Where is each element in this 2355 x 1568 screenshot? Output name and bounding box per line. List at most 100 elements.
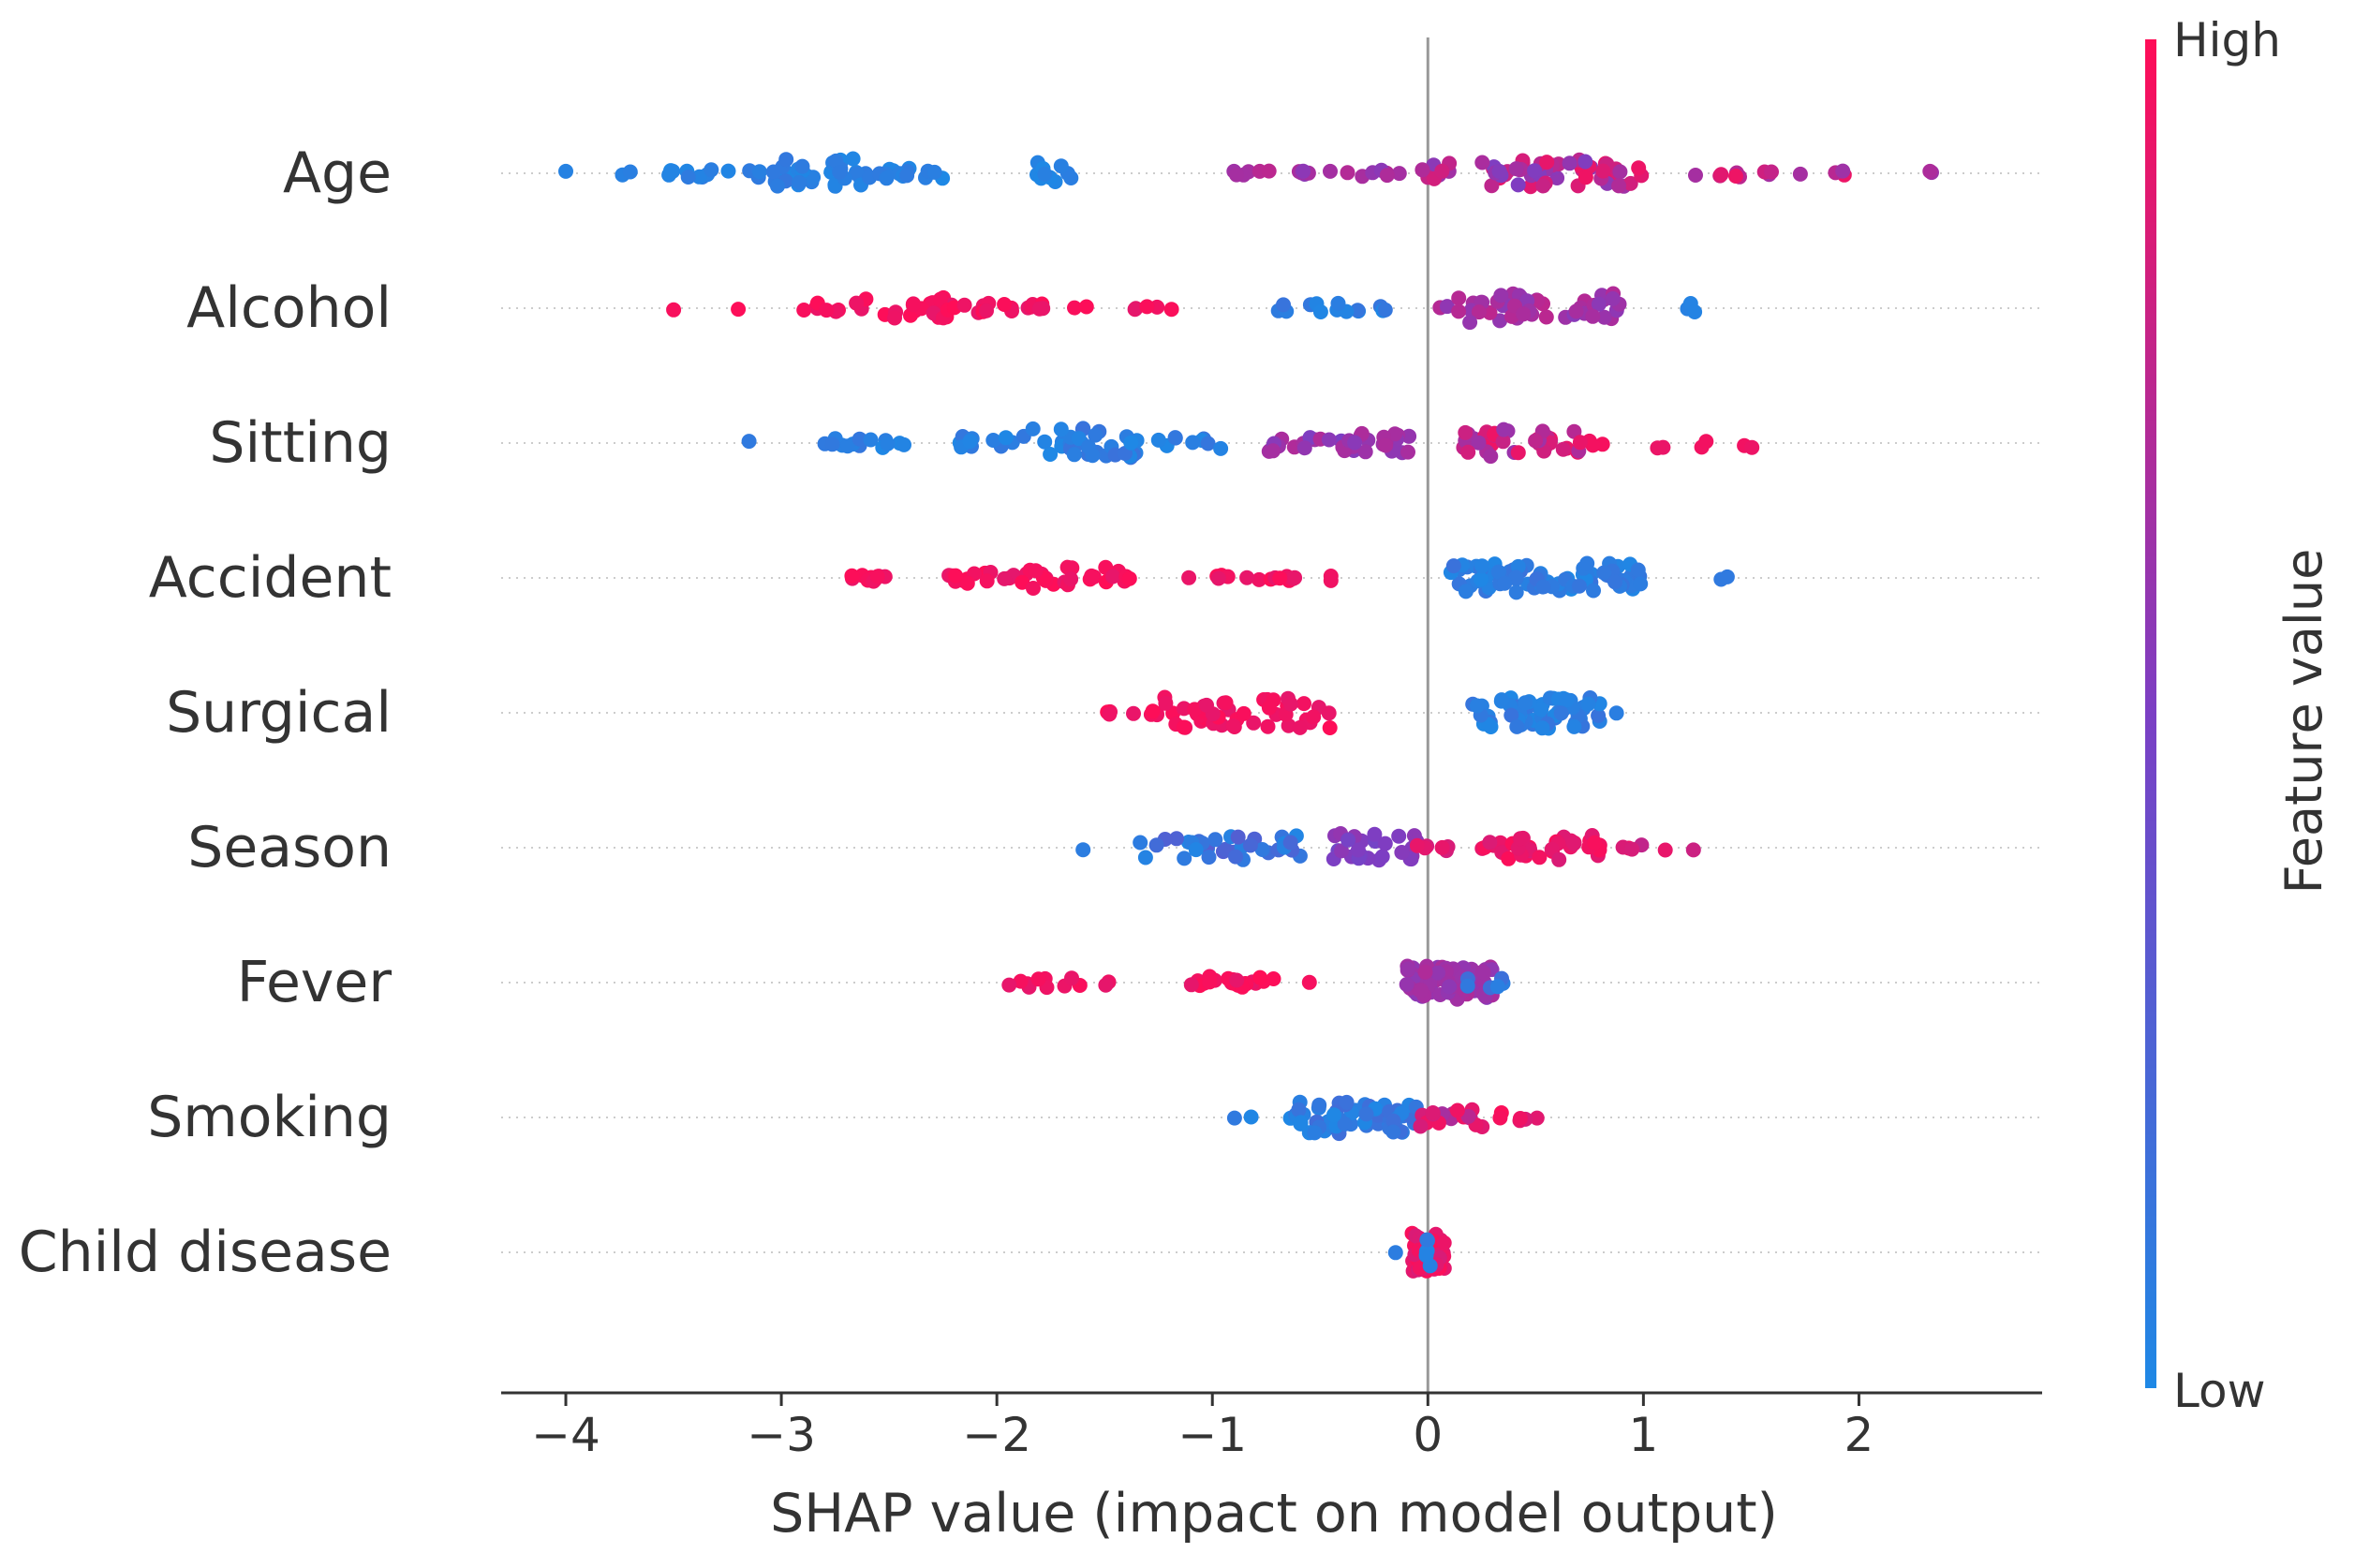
shap-point (1460, 1108, 1476, 1124)
shap-point (680, 170, 696, 185)
shap-point (1064, 970, 1079, 986)
shap-point (1031, 301, 1047, 317)
shap-point (1123, 435, 1139, 451)
shap-point (1326, 1107, 1341, 1123)
shap-point (1337, 1117, 1353, 1132)
shap-point (1449, 1102, 1465, 1118)
shap-point (1607, 574, 1623, 590)
shap-point (1339, 1094, 1355, 1110)
shap-point (1321, 432, 1337, 448)
shap-point (1458, 424, 1474, 440)
shap-point (1571, 578, 1587, 594)
shap-point (1522, 179, 1538, 195)
shap-point (1442, 979, 1458, 995)
shap-point (1200, 436, 1216, 451)
shap-point (1287, 570, 1303, 585)
shap-point (1292, 719, 1308, 735)
shap-point (1028, 563, 1044, 579)
feature-label: Smoking (147, 1085, 392, 1150)
shap-point (1419, 1232, 1435, 1248)
shap-point (1497, 575, 1513, 591)
shap-point (1066, 447, 1082, 463)
shap-point (1296, 440, 1312, 456)
shap-point (1596, 565, 1612, 581)
shap-point (1580, 696, 1596, 712)
shap-point (1001, 977, 1017, 993)
shap-point (1181, 570, 1197, 585)
shap-point (1510, 445, 1526, 461)
shap-point (1145, 703, 1161, 719)
shap-point (1350, 303, 1366, 318)
shap-point (832, 164, 848, 180)
shap-point (1551, 851, 1567, 867)
shap-point (1163, 302, 1179, 318)
shap-point (1471, 435, 1487, 451)
shap-point (1483, 449, 1499, 465)
shap-point (979, 573, 995, 589)
shap-point (1374, 849, 1390, 865)
shap-point (1469, 698, 1485, 714)
shap-point (1340, 832, 1356, 848)
shap-point (1261, 163, 1277, 179)
shap-point (1698, 434, 1714, 450)
shap-point (1291, 1102, 1307, 1117)
shap-point (1026, 581, 1041, 596)
shap-point (1158, 695, 1174, 711)
shap-point (1508, 161, 1524, 177)
shap-point (1492, 1110, 1508, 1126)
shap-point (1425, 1105, 1441, 1120)
shap-point (1053, 158, 1069, 174)
shap-point (731, 302, 747, 318)
shap-point (1587, 835, 1603, 851)
shap-point (887, 310, 902, 326)
shap-point (997, 297, 1013, 312)
shap-point (1400, 444, 1415, 460)
shap-point (1323, 572, 1339, 588)
shap-point (1043, 447, 1059, 462)
shap-point (1105, 569, 1120, 584)
shap-point (1266, 443, 1281, 459)
shap-point (1296, 163, 1311, 179)
shap-point (1566, 718, 1582, 734)
shap-point (691, 169, 707, 185)
shap-point (1150, 432, 1166, 448)
shap-point (1535, 579, 1551, 595)
shap-point (880, 436, 896, 451)
shap-point (1631, 160, 1647, 176)
shap-point (1185, 435, 1201, 451)
shap-point (1133, 835, 1148, 851)
shap-point (1532, 850, 1548, 865)
shap-point (1282, 835, 1298, 851)
shap-point (1482, 835, 1498, 851)
x-tick-label: −1 (1178, 1408, 1247, 1462)
shap-point (1169, 831, 1184, 847)
shap-point (1577, 170, 1593, 185)
shap-point (1585, 437, 1601, 453)
shap-point (1202, 974, 1218, 990)
shap-point (1434, 839, 1450, 855)
shap-point (1276, 297, 1291, 313)
shap-point (704, 162, 719, 178)
shap-point (1013, 973, 1029, 989)
shap-point (1015, 574, 1030, 590)
shap-point (1585, 308, 1601, 324)
shap-point (1350, 842, 1366, 858)
shap-point (1633, 576, 1649, 592)
shap-point (1340, 165, 1355, 181)
shap-point (1078, 299, 1094, 315)
shap-point (1474, 571, 1489, 587)
shap-point (1312, 304, 1328, 319)
shap-point (1177, 851, 1192, 866)
shap-point (869, 569, 885, 584)
shap-point (1657, 842, 1673, 858)
shap-point (1296, 696, 1311, 712)
shap-point (1527, 163, 1543, 179)
shap-point (1207, 832, 1223, 848)
shap-point (1323, 163, 1338, 179)
shap-point (899, 168, 915, 184)
shap-point (1624, 841, 1640, 857)
shap-point (1474, 558, 1490, 574)
shap-point (1053, 422, 1069, 437)
shap-point (1067, 300, 1082, 316)
shap-point (824, 436, 840, 452)
